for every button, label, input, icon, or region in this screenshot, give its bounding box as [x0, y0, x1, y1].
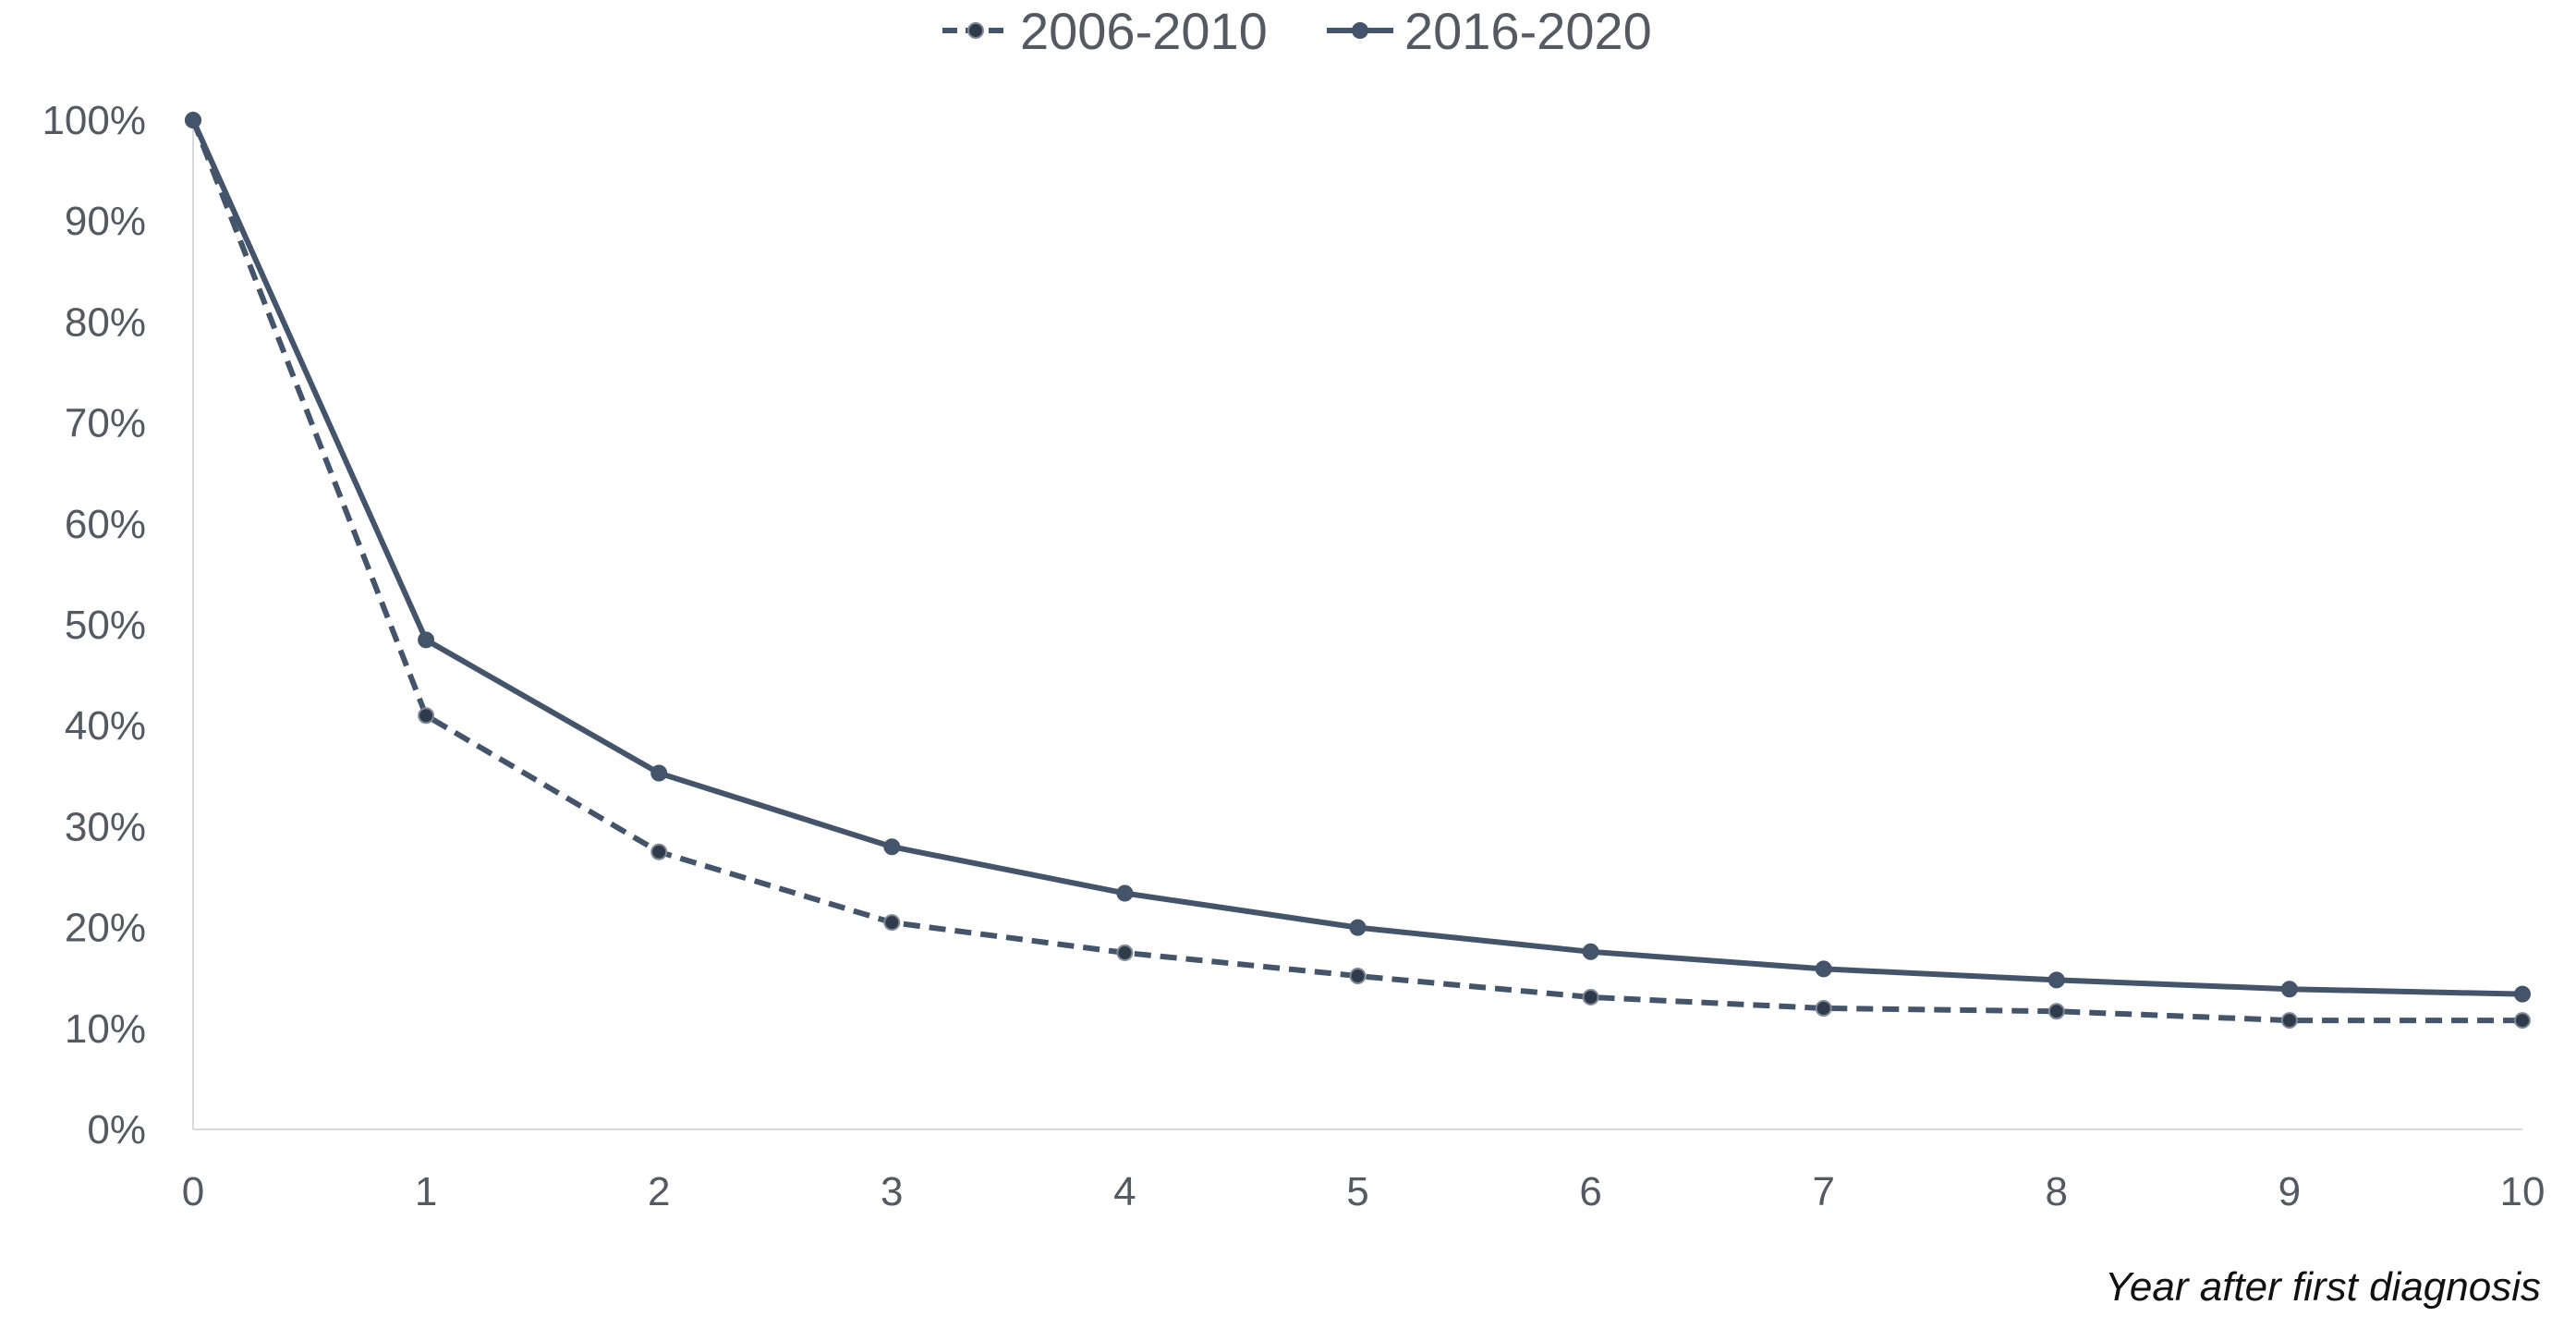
point-2006-2010-x4: [1116, 944, 1134, 961]
point-2006-2010-x1: [418, 707, 435, 725]
x-tick-label-7: 7: [1812, 1169, 1834, 1214]
legend-label-2006-2010: 2006-2010: [1020, 2, 1268, 60]
point-2016-2020-x2: [650, 764, 668, 782]
y-tick-label-40: 40%: [65, 703, 146, 749]
y-tick-label-10: 10%: [65, 1006, 146, 1052]
y-axis-ticks: 0% 10% 20% 30% 40% 50% 60% 70% 80% 90% 100%: [42, 98, 146, 1152]
point-2006-2010-x5: [1349, 968, 1367, 985]
point-2016-2020-x6: [1582, 943, 1599, 960]
point-2016-2020-x4: [1116, 884, 1134, 902]
y-tick-label-100: 100%: [42, 98, 146, 143]
point-2016-2020-x8: [2047, 971, 2065, 989]
x-tick-label-2: 2: [648, 1169, 670, 1214]
point-2016-2020-x3: [883, 838, 901, 856]
point-2016-2020-x5: [1349, 919, 1367, 936]
x-tick-label-4: 4: [1113, 1169, 1136, 1214]
series-line-2006-2010: [190, 118, 2522, 1024]
y-tick-label-30: 30%: [65, 804, 146, 849]
x-tick-label-8: 8: [2046, 1169, 2068, 1214]
x-tick-label-0: 0: [182, 1169, 204, 1214]
x-tick-label-10: 10: [2500, 1169, 2546, 1214]
point-2016-2020-x0: [185, 112, 201, 128]
x-tick-label-9: 9: [2278, 1169, 2301, 1214]
y-tick-label-70: 70%: [65, 401, 146, 446]
point-2006-2010-x6: [1582, 988, 1599, 1006]
legend-marker-2016-2020: [1352, 22, 1368, 39]
y-tick-label-80: 80%: [65, 299, 146, 345]
x-tick-label-5: 5: [1346, 1169, 1368, 1214]
y-tick-label-20: 20%: [65, 906, 146, 951]
point-2016-2020-x9: [2280, 981, 2298, 998]
x-axis-title: Year after first diagnosis: [2105, 1264, 2541, 1310]
series-2006-2010: [185, 112, 2531, 1030]
y-tick-label-90: 90%: [65, 199, 146, 244]
point-2006-2010-x9: [2280, 1012, 2298, 1030]
x-axis-ticks: 0 1 2 3 4 5 6 7 8 9 10: [182, 1169, 2546, 1214]
y-tick-label-60: 60%: [65, 502, 146, 547]
legend-item-2016-2020: 2016-2020: [1327, 2, 1652, 60]
point-2006-2010-x8: [2047, 1003, 2065, 1020]
point-2016-2020-x10: [2514, 985, 2531, 1003]
point-2006-2010-x3: [883, 914, 901, 932]
point-2016-2020-x1: [418, 631, 435, 649]
y-tick-label-50: 50%: [65, 603, 146, 648]
series-layer: [185, 112, 2531, 1030]
series-line-2016-2020: [190, 118, 2523, 997]
x-tick-label-6: 6: [1579, 1169, 1601, 1214]
point-2006-2010-x2: [650, 843, 668, 860]
point-2006-2010-x10: [2514, 1012, 2531, 1030]
point-2016-2020-x7: [1815, 960, 1832, 978]
x-tick-label-1: 1: [415, 1169, 437, 1214]
legend: 2006-2010 2016-2020: [942, 2, 1652, 60]
x-tick-label-3: 3: [881, 1169, 903, 1214]
series-2016-2020: [185, 112, 2531, 1003]
legend-item-2006-2010: 2006-2010: [942, 2, 1268, 60]
point-2006-2010-x7: [1815, 999, 1832, 1017]
y-tick-label-0: 0%: [87, 1107, 146, 1152]
legend-marker-2006-2010: [967, 22, 984, 39]
legend-label-2016-2020: 2016-2020: [1404, 2, 1652, 60]
